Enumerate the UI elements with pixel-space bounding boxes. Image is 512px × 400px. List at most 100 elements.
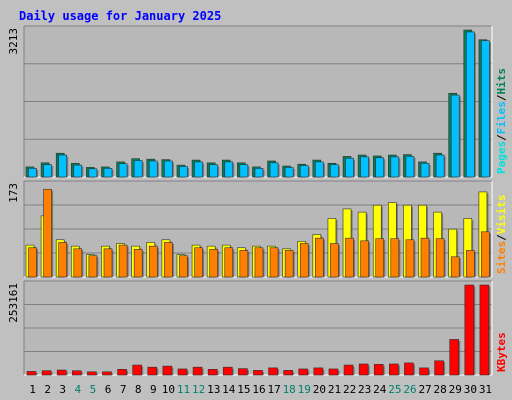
files-bar bbox=[133, 160, 143, 178]
kbytes-bar bbox=[328, 368, 339, 376]
files-bar bbox=[254, 168, 264, 178]
kbytes-bar bbox=[117, 369, 127, 376]
x-tick-label: 31 bbox=[479, 383, 492, 396]
sites-bar bbox=[58, 242, 67, 278]
x-tick-label: 25 bbox=[388, 383, 401, 396]
sites-bar bbox=[239, 250, 249, 278]
panel-1-ymax-label: 173 bbox=[7, 183, 20, 203]
x-tick-label: 1 bbox=[29, 383, 36, 396]
files-bar bbox=[405, 156, 415, 178]
legend-kbytes: KBytes bbox=[495, 332, 508, 372]
sites-bar bbox=[345, 237, 354, 278]
files-bar bbox=[360, 156, 369, 178]
chart-panels: 3213Pages/Files/Hits173Sites/Visits25316… bbox=[7, 25, 508, 376]
files-bar bbox=[73, 164, 83, 178]
kbytes-bar bbox=[192, 366, 203, 376]
x-tick-label: 21 bbox=[328, 383, 341, 396]
files-bar bbox=[179, 166, 188, 178]
panel-2: 253161 KBytes bbox=[7, 280, 508, 376]
sites-bar bbox=[73, 248, 83, 278]
files-bar bbox=[345, 157, 354, 178]
x-tick-label: 26 bbox=[403, 383, 416, 396]
x-tick-label: 17 bbox=[267, 383, 280, 396]
kbytes-bar bbox=[147, 366, 158, 376]
kbytes-bar bbox=[298, 368, 309, 376]
files-bar bbox=[224, 161, 234, 178]
kbytes-bar bbox=[479, 284, 490, 376]
x-tick-label: 2 bbox=[44, 383, 51, 396]
sites-bar bbox=[405, 239, 415, 278]
files-bar bbox=[43, 164, 52, 178]
legend-files: Files bbox=[495, 101, 508, 134]
files-bar bbox=[466, 31, 475, 178]
sites-bar bbox=[435, 238, 445, 278]
files-bar bbox=[481, 40, 490, 178]
chart-title: Daily usage for January 2025 bbox=[19, 9, 221, 23]
sites-bar bbox=[254, 247, 264, 278]
kbytes-bar bbox=[162, 365, 173, 376]
sites-bar bbox=[164, 242, 173, 278]
x-tick-label: 16 bbox=[252, 383, 265, 396]
sites-bar bbox=[224, 247, 234, 278]
files-bar bbox=[420, 162, 430, 178]
files-bar bbox=[315, 161, 324, 178]
kbytes-bar bbox=[358, 363, 369, 376]
files-bar bbox=[118, 163, 128, 178]
sites-bar bbox=[103, 248, 113, 278]
kbytes-bar bbox=[222, 366, 233, 376]
x-tick-label: 29 bbox=[449, 383, 462, 396]
sites-bar bbox=[390, 238, 400, 278]
files-bar bbox=[58, 154, 67, 178]
kbytes-bar bbox=[464, 284, 475, 376]
sites-bar bbox=[148, 245, 158, 278]
kbytes-bar bbox=[434, 360, 444, 376]
sites-bar bbox=[375, 238, 385, 278]
x-tick-label: 24 bbox=[373, 383, 387, 396]
x-tick-label: 23 bbox=[358, 383, 371, 396]
files-bar bbox=[284, 167, 294, 178]
x-tick-label: 8 bbox=[135, 383, 142, 396]
legend-separator: / bbox=[495, 134, 508, 141]
sites-bar bbox=[88, 255, 98, 278]
files-bar bbox=[148, 160, 158, 178]
x-tick-label: 11 bbox=[177, 383, 190, 396]
panel-1-legend: Sites/Visits bbox=[495, 195, 508, 275]
files-bar bbox=[88, 168, 98, 178]
x-tick-label: 22 bbox=[343, 383, 356, 396]
legend-visits: Visits bbox=[495, 195, 508, 235]
files-bar bbox=[239, 164, 249, 178]
x-axis-tick-labels: 1 2 3 4 5 6 7 8 9 10 11 12 13 14 15 16 17 18 19 20 21 22 23 24 2… bbox=[29, 383, 492, 396]
files-bar bbox=[390, 156, 400, 178]
kbytes-bar bbox=[283, 370, 293, 376]
kbytes-bar bbox=[26, 371, 37, 376]
kbytes-bar bbox=[102, 371, 112, 376]
kbytes-bar bbox=[343, 364, 354, 376]
kbytes-bar bbox=[373, 364, 384, 376]
sites-bar bbox=[299, 243, 309, 278]
sites-bar bbox=[420, 237, 430, 278]
kbytes-bar bbox=[238, 368, 248, 376]
x-tick-label: 5 bbox=[90, 383, 97, 396]
files-bar bbox=[375, 157, 385, 178]
panel-1: 173 Sites/Visits bbox=[7, 180, 508, 278]
kbytes-bar bbox=[389, 363, 399, 376]
x-tick-label: 28 bbox=[434, 383, 447, 396]
panel-2-ymax-label: 253161 bbox=[7, 283, 20, 323]
sites-bar bbox=[466, 250, 475, 278]
kbytes-bar bbox=[313, 367, 324, 376]
legend-sites: Sites bbox=[495, 241, 508, 274]
files-bar bbox=[194, 161, 203, 178]
x-tick-label: 15 bbox=[237, 383, 250, 396]
x-tick-label: 6 bbox=[105, 383, 112, 396]
x-tick-label: 7 bbox=[120, 383, 127, 396]
sites-bar bbox=[360, 240, 369, 278]
sites-bar bbox=[118, 244, 128, 278]
x-tick-label: 4 bbox=[75, 383, 82, 396]
legend-separator: / bbox=[495, 234, 508, 241]
kbytes-bar bbox=[56, 369, 67, 376]
sites-bar bbox=[315, 237, 324, 278]
sites-bar bbox=[450, 256, 460, 278]
x-tick-label: 10 bbox=[162, 383, 175, 396]
files-bar bbox=[299, 165, 309, 178]
